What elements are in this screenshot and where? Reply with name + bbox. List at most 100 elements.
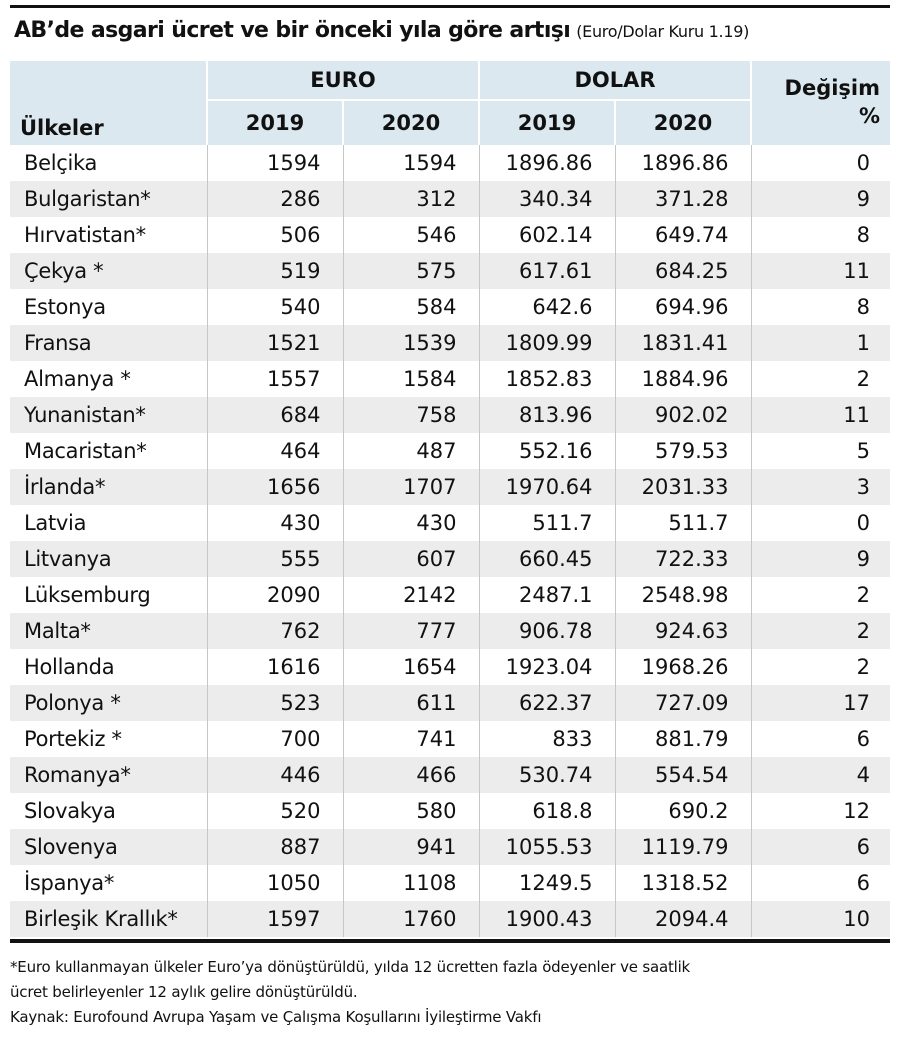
change-cell: 3 — [750, 469, 891, 505]
table-row: Romanya* 446 466 530.74 554.54 4 — [10, 757, 891, 793]
change-cell: 4 — [750, 757, 891, 793]
dolar-2020-cell: 690.2 — [614, 793, 752, 829]
euro-2020-cell: 580 — [342, 793, 480, 829]
country-cell: İrlanda* — [10, 469, 207, 505]
dolar-2019-cell: 618.8 — [478, 793, 616, 829]
dolar-2019-cell: 1249.5 — [478, 865, 616, 901]
dolar-2019-cell: 833 — [478, 721, 616, 757]
euro-2019-cell: 1557 — [206, 361, 343, 397]
change-cell: 9 — [750, 541, 891, 577]
dolar-2020-cell: 2094.4 — [614, 901, 752, 937]
table-row: Yunanistan* 684 758 813.96 902.02 11 — [10, 397, 891, 433]
country-column-header: Ülkeler — [10, 61, 207, 145]
euro-2020-cell: 312 — [342, 181, 480, 217]
dolar-2019-cell: 1970.64 — [478, 469, 616, 505]
change-cell: 0 — [750, 505, 891, 541]
country-cell: Polonya * — [10, 685, 207, 721]
table-row: Çekya * 519 575 617.61 684.25 11 — [10, 253, 891, 289]
euro-2020-cell: 2142 — [342, 577, 480, 613]
dolar-2019-cell: 622.37 — [478, 685, 616, 721]
euro-2019-cell: 887 — [206, 829, 343, 865]
euro-2019-cell: 540 — [206, 289, 343, 325]
table-row: Estonya 540 584 642.6 694.96 8 — [10, 289, 891, 325]
change-cell: 6 — [750, 865, 891, 901]
euro-2020-cell: 1539 — [342, 325, 480, 361]
dolar-2020-cell: 902.02 — [614, 397, 752, 433]
dolar-2019-cell: 1055.53 — [478, 829, 616, 865]
change-cell: 11 — [750, 397, 891, 433]
country-cell: Hollanda — [24, 655, 115, 679]
euro-2020-cell: 1594 — [342, 145, 480, 181]
euro-2020-cell: 741 — [342, 721, 480, 757]
euro-2019-cell: 1597 — [206, 901, 343, 937]
euro-2020-cell: 1108 — [342, 865, 480, 901]
bottom-rule — [10, 939, 890, 943]
footnote-line-1: *Euro kullanmayan ülkeler Euro’ya dönüşt… — [10, 958, 691, 976]
euro-2019-header: 2019 — [206, 100, 343, 145]
dolar-2020-cell: 649.74 — [614, 217, 752, 253]
euro-2020-cell: 607 — [342, 541, 480, 577]
euro-2020-cell: 466 — [342, 757, 480, 793]
change-cell: 1 — [750, 325, 891, 361]
footnote-line-2: ücret belirleyenler 12 aylık gelire dönü… — [10, 983, 358, 1001]
euro-2019-cell: 523 — [206, 685, 343, 721]
table-row: Hollanda 1616 1654 1923.04 1968.26 2 — [10, 649, 891, 685]
minimum-wage-table: Ülkeler EURO DOLAR Değişim 2019 2020 201… — [10, 61, 891, 937]
euro-2020-cell: 487 — [342, 433, 480, 469]
dolar-2019-cell: 340.34 — [478, 181, 616, 217]
table-row: Slovakya 520 580 618.8 690.2 12 — [10, 793, 891, 829]
euro-2019-cell: 519 — [206, 253, 343, 289]
euro-2019-cell: 506 — [206, 217, 343, 253]
change-header-label: Değişim — [750, 61, 891, 100]
euro-2020-cell: 1707 — [342, 469, 480, 505]
dolar-2019-cell: 660.45 — [478, 541, 616, 577]
dolar-2020-cell: 881.79 — [614, 721, 752, 757]
change-cell: 11 — [750, 253, 891, 289]
euro-2019-cell: 464 — [206, 433, 343, 469]
country-cell: Lüksemburg — [24, 583, 151, 607]
dolar-2020-cell: 2031.33 — [614, 469, 752, 505]
euro-2019-cell: 555 — [206, 541, 343, 577]
table-row: Lüksemburg 2090 2142 2487.1 2548.98 2 — [10, 577, 891, 613]
dolar-2020-cell: 722.33 — [614, 541, 752, 577]
dolar-2019-cell: 530.74 — [478, 757, 616, 793]
euro-group-header: EURO — [205, 61, 480, 101]
table-row: Latvia 430 430 511.7 511.7 0 — [10, 505, 891, 541]
table-row: İspanya* 1050 1108 1249.5 1318.52 6 — [10, 865, 891, 901]
euro-2019-cell: 684 — [206, 397, 343, 433]
table-row: Macaristan* 464 487 552.16 579.53 5 — [10, 433, 891, 469]
euro-2020-cell: 575 — [342, 253, 480, 289]
euro-2019-cell: 430 — [206, 505, 343, 541]
dolar-2019-cell: 813.96 — [478, 397, 616, 433]
dolar-2019-cell: 906.78 — [478, 613, 616, 649]
table-row: Birleşik Krallık* 1597 1760 1900.43 2094.4 10 — [10, 901, 891, 937]
title-main: AB’de asgari ücret ve bir önceki yıla gö… — [14, 18, 571, 43]
change-cell: 2 — [750, 613, 891, 649]
euro-2020-cell: 1654 — [342, 649, 480, 685]
euro-2019-cell: 446 — [206, 757, 343, 793]
dolar-2020-cell: 924.63 — [614, 613, 752, 649]
source-note: Kaynak: Eurofound Avrupa Yaşam ve Çalışm… — [10, 1008, 542, 1026]
dolar-2020-cell: 694.96 — [614, 289, 752, 325]
dolar-2019-cell: 1809.99 — [478, 325, 616, 361]
dolar-2020-cell: 1896.86 — [614, 145, 752, 181]
table-row: Litvanya 555 607 660.45 722.33 9 — [10, 541, 891, 577]
table-row: Hırvatistan* 506 546 602.14 649.74 8 — [10, 217, 891, 253]
change-cell: 17 — [750, 685, 891, 721]
dolar-2019-cell: 617.61 — [478, 253, 616, 289]
euro-2019-cell: 286 — [206, 181, 343, 217]
dolar-2020-cell: 684.25 — [614, 253, 752, 289]
country-cell: Belçika — [24, 151, 98, 175]
change-cell: 8 — [750, 289, 891, 325]
table-row: Malta* 762 777 906.78 924.63 2 — [10, 613, 891, 649]
change-cell: 0 — [750, 145, 891, 181]
table-header: Ülkeler EURO DOLAR Değişim 2019 2020 201… — [10, 61, 891, 145]
country-cell: Estonya — [24, 295, 106, 319]
euro-2020-cell: 941 — [342, 829, 480, 865]
country-cell: Bulgaristan* — [10, 181, 207, 217]
country-cell: Macaristan* — [24, 439, 147, 463]
country-cell: Portekiz * — [24, 727, 122, 751]
change-cell: 6 — [750, 829, 891, 865]
top-rule — [10, 5, 890, 8]
country-cell: Slovenya — [10, 829, 207, 865]
